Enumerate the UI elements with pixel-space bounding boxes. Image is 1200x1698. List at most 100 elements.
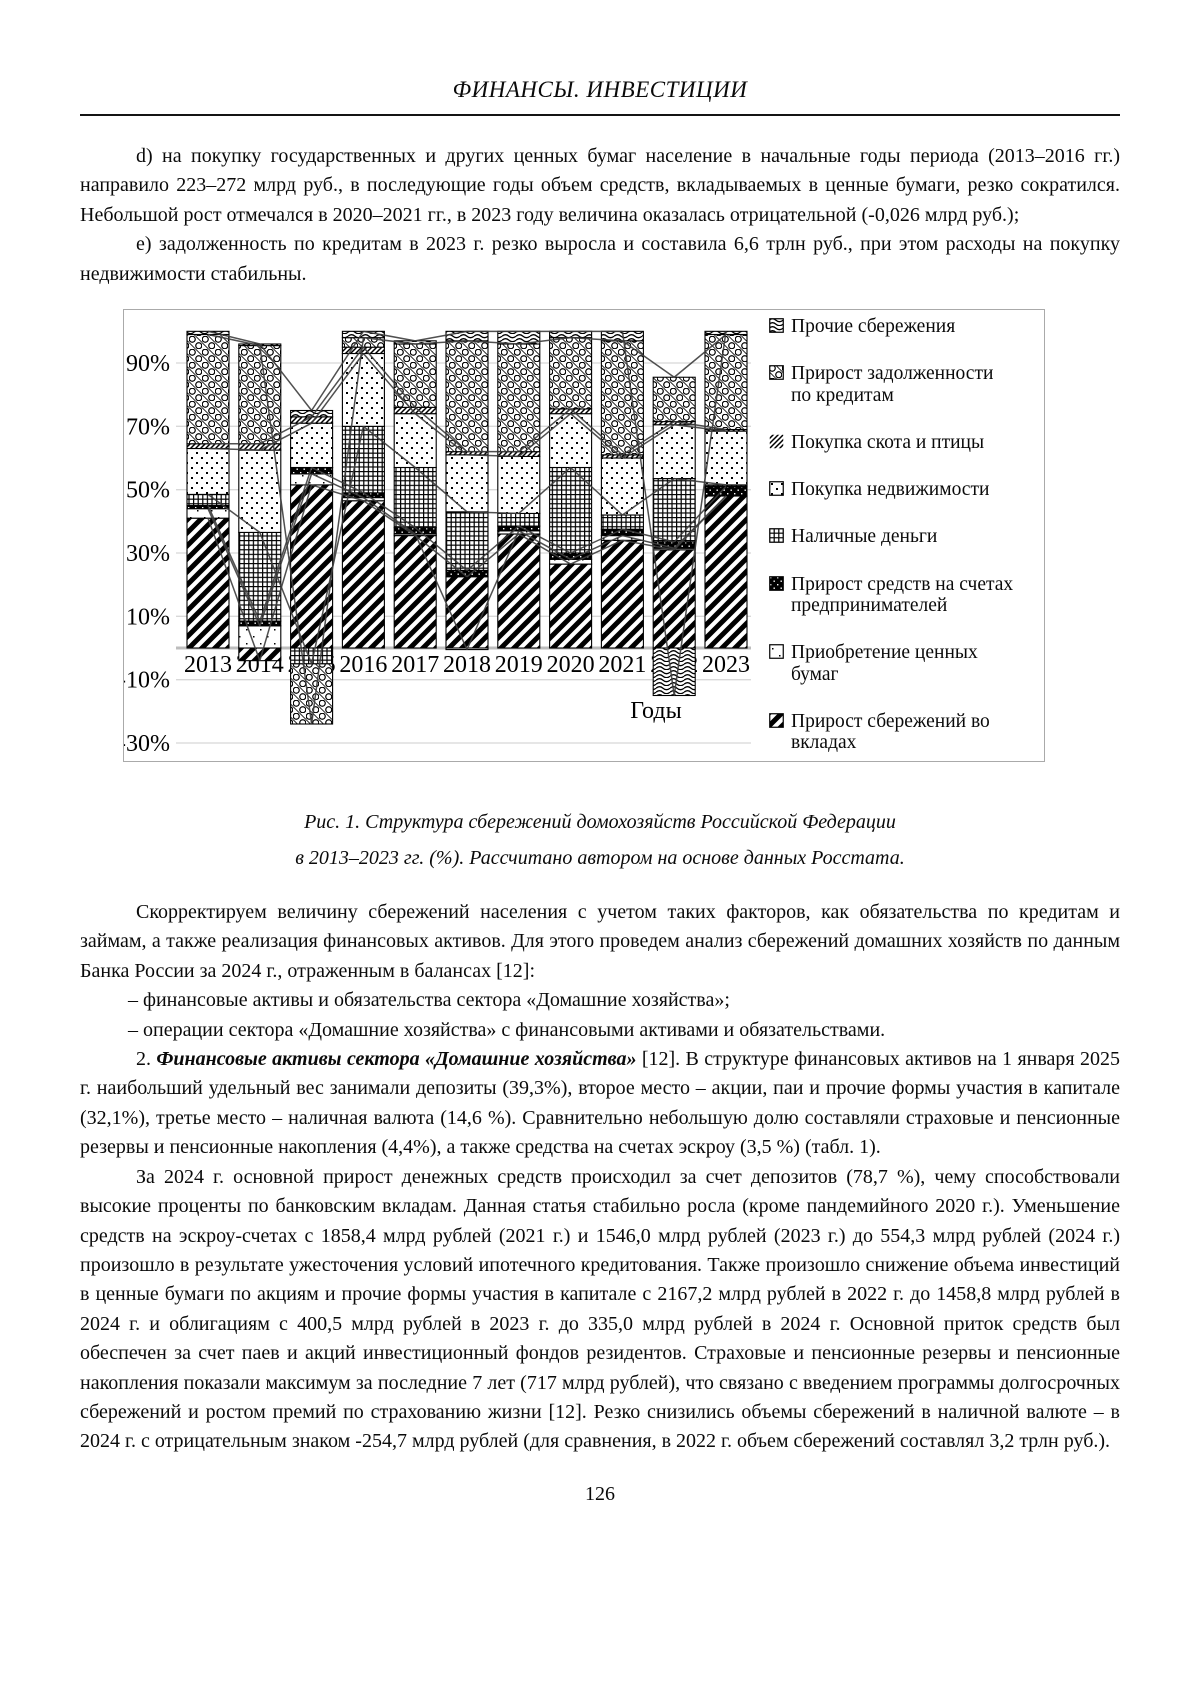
body-text-top: d) на покупку государственных и других ц… <box>80 142 1120 289</box>
bar-segment <box>445 454 489 513</box>
bar-segment <box>238 531 282 622</box>
bar-segment <box>497 455 541 514</box>
legend-label: Наличные деньги <box>791 526 938 548</box>
y-axis-tick-label: 70% <box>126 414 170 440</box>
legend-item: Наличные деньги <box>769 526 1037 548</box>
bar-segment <box>186 493 230 507</box>
x-axis-year-label: 2023 <box>702 652 750 678</box>
bar-segment <box>600 340 644 456</box>
section2-number: 2. <box>136 1048 157 1071</box>
bar-segment <box>238 345 282 445</box>
bar-segment <box>600 539 644 649</box>
paragraph-section2: 2. Финансовые активы сектора «Домашние х… <box>80 1045 1120 1163</box>
legend-label: Прирост задолженности по кредитам <box>791 363 994 406</box>
section2-text: [12]. В структуре финансовых активов на … <box>80 1048 1120 1159</box>
bar-segment <box>445 511 489 571</box>
x-axis-year-label: 2019 <box>495 652 543 678</box>
legend-swatch-icon <box>769 318 784 333</box>
list-item-1: – финансовые активы и обязательства сект… <box>128 989 730 1012</box>
bar-segment <box>704 485 748 497</box>
legend-label: Покупка скота и птицы <box>791 431 985 453</box>
bar-segment <box>290 663 334 725</box>
bar-segment <box>393 413 437 469</box>
series-connector-lines <box>207 330 727 725</box>
figure-caption-line1: Рис. 1. Структура сбережений домохозяйст… <box>304 811 896 834</box>
y-axis-tick-label: -30% <box>124 731 170 757</box>
bar-segment <box>704 333 748 431</box>
figure-1-chart: 90%70%50%30%10%-10%-30%20132014201520162… <box>123 309 1045 763</box>
bar-segment <box>704 495 748 649</box>
x-axis-year-label: 2018 <box>443 652 491 678</box>
legend-item: Прочие сбережения <box>769 316 1037 338</box>
bar-segment <box>497 533 541 649</box>
legend-swatch-icon <box>769 365 784 381</box>
legend-item: Приобретение ценных бумаг <box>769 642 1037 685</box>
paragraph-e: е) задолженность по кредитам в 2023 г. р… <box>80 233 1120 285</box>
paragraph-d: d) на покупку государственных и других ц… <box>80 145 1120 226</box>
y-axis-tick-label: 30% <box>126 541 170 567</box>
bar-segment <box>600 514 644 530</box>
x-axis-year-label: 2013 <box>184 652 232 678</box>
header-rule <box>80 114 1120 116</box>
x-axis-title: Годы <box>630 698 681 724</box>
legend-swatch-icon <box>769 713 784 728</box>
y-axis-tick-label: 10% <box>126 604 170 630</box>
legend-label: Покупка недвижимости <box>791 479 990 501</box>
running-head: ФИНАНСЫ. ИНВЕСТИЦИИ <box>452 77 748 102</box>
paragraph-correction: Скорректируем величину сбережений населе… <box>80 901 1120 982</box>
bar-segment <box>186 333 230 445</box>
bar-segment <box>549 466 593 554</box>
bar-segment <box>652 647 696 697</box>
legend-swatch-icon <box>769 575 784 591</box>
bar-segment <box>497 343 541 453</box>
section2-heading: Финансовые активы сектора «Домашние хозя… <box>156 1048 637 1071</box>
bar-segment <box>549 337 593 410</box>
x-axis-year-label: 2021 <box>598 652 646 678</box>
figure-caption-line2: в 2013–2023 гг. (%). Рассчитано автором … <box>295 847 905 870</box>
page-number: 126 <box>585 1482 615 1505</box>
bar-segment <box>445 330 489 342</box>
legend-item: Прирост средств на счетах предпринимателе… <box>769 574 1037 617</box>
legend-item: Прирост задолженности по кредитам <box>769 363 1037 406</box>
y-axis-tick-label: 90% <box>126 351 170 377</box>
legend-item: Покупка скота и птицы <box>769 432 1037 454</box>
bar-segment <box>652 376 696 423</box>
legend-label: Прирост средств на счетах предпринимателе… <box>791 573 1014 617</box>
x-axis-year-label: 2017 <box>391 652 439 678</box>
paragraph-2024: За 2024 г. основной прирост денежных сре… <box>80 1165 1120 1453</box>
bar-segment <box>445 340 489 453</box>
bar-segment <box>238 449 282 533</box>
bar-segment <box>238 625 282 649</box>
legend-item: Покупка недвижимости <box>769 479 1037 501</box>
stacked-bar-chart: 90%70%50%30%10%-10%-30%20132014201520162… <box>124 330 751 757</box>
legend-swatch-icon <box>769 434 784 449</box>
bar-segment <box>652 424 696 480</box>
legend-label: Приобретение ценных бумаг <box>791 642 978 685</box>
bar-segment <box>497 512 541 527</box>
bar-segment <box>341 425 385 494</box>
legend-swatch-icon <box>769 644 784 660</box>
list-item-2: – операции сектора «Домашние хозяйства» … <box>128 1018 886 1041</box>
legend-label: Прочие сбережения <box>791 316 956 338</box>
bar-segment <box>549 563 593 649</box>
y-axis-tick-label: -10% <box>124 668 170 694</box>
x-axis-year-label: 2020 <box>547 652 595 678</box>
x-axis-year-label: 2016 <box>339 652 387 678</box>
legend-label: Прирост сбережений во вкладах <box>791 710 990 754</box>
chart-legend: Прочие сбережения Прирост задолженности по… <box>769 316 1037 754</box>
bar-segment <box>549 330 593 339</box>
bar-segment <box>186 447 230 495</box>
bar-segment <box>652 549 696 649</box>
legend-item: Прирост сбережений во вкладах <box>769 711 1037 754</box>
bar-segment <box>393 343 437 408</box>
bar-segment <box>290 422 334 469</box>
body-text-bottom: Скорректируем величину сбережений населе… <box>80 898 1120 1457</box>
bar-segment <box>341 500 385 649</box>
bar-segment <box>393 535 437 649</box>
bar-segment <box>600 457 644 516</box>
legend-swatch-icon <box>769 528 784 544</box>
y-axis-tick-label: 50% <box>126 478 170 504</box>
legend-swatch-icon <box>769 481 784 496</box>
figure-caption: Рис. 1. Структура сбережений домохозяйст… <box>80 804 1120 876</box>
